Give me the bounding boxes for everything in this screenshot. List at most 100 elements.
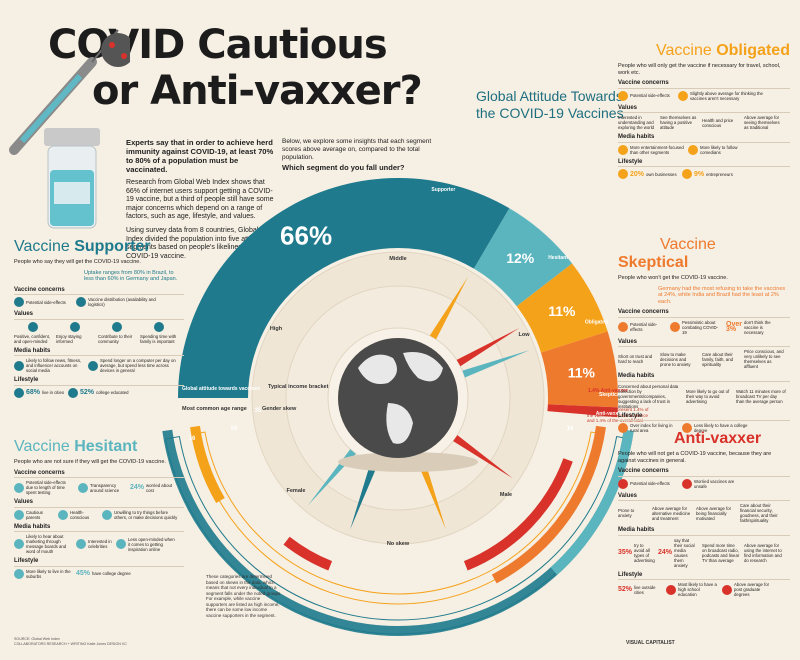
entrepreneur-icon	[682, 169, 692, 179]
list-item-text: Slow to make decisions and prone to anxi…	[660, 351, 691, 367]
global-attitude-label: Global attitude towards vaccines	[182, 386, 260, 392]
media-pct: 35%	[618, 549, 633, 556]
list-item-text: college educated	[96, 390, 129, 395]
axis-label: Female	[287, 488, 306, 494]
distribution-icon	[76, 297, 86, 307]
axis-label: High	[270, 326, 283, 332]
axis-label: Typical income bracket	[268, 384, 329, 390]
footer-source: SOURCE: Global Web Index	[14, 637, 60, 641]
panel-hesitant-heading-pre: Vaccine	[14, 438, 75, 455]
slice-value-label: 66%	[280, 220, 332, 250]
page-subtitle: Global Attitude Towards the COVID-19 Vac…	[476, 88, 624, 122]
below-intro-question: Which segment do you fall under?	[282, 163, 405, 172]
list-item-text: Spend longer on a computer per day on av…	[100, 358, 176, 373]
list-item: 20% own businesses	[618, 169, 678, 179]
panel-skeptical-lifestyle-label: Lifestyle	[618, 413, 790, 421]
below-intro: Below, we explore some insights that eac…	[282, 138, 452, 172]
computer-icon	[88, 360, 98, 371]
list-item-text: Price conscious, and very unlikely to se…	[744, 349, 784, 369]
entertainment-icon	[618, 144, 628, 155]
lifestyle-pct: 52%	[80, 389, 95, 396]
panel-skeptical-values-label: Values	[618, 339, 790, 347]
panel-hesitant-concerns-label: Vaccine concerns	[14, 470, 184, 478]
axis-label: Male	[500, 492, 512, 498]
graduation-icon	[682, 423, 692, 433]
panel-supporter-note: Uptake ranges from 80% in Brazil, to les…	[84, 269, 178, 283]
age-range-label: 16	[567, 426, 574, 432]
list-item: Potential side-effects	[618, 478, 678, 489]
list-item: Slow to make decisions and prone to anxi…	[660, 349, 698, 369]
concern-icon	[14, 297, 24, 307]
list-item: Above average for alternative medicine a…	[652, 503, 692, 523]
list-item-text: Contribute to their community	[98, 333, 133, 344]
slice-category-label: Skeptical	[599, 392, 622, 398]
intro-text: Experts say that in order to achieve her…	[126, 138, 278, 266]
message-icon	[14, 539, 24, 549]
list-item: Spending time with family is important	[140, 321, 178, 344]
house-icon	[14, 568, 24, 579]
list-item-text: Potential side-effects	[630, 93, 670, 98]
list-item-text: Care about their family, faith, and spir…	[702, 351, 733, 367]
slice-category-label: Hesitant	[548, 255, 568, 261]
list-item: Slightly above average for thinking the …	[678, 90, 774, 101]
list-item: More likely to live in the suburbs	[14, 568, 72, 579]
lifestyle-pct: 68%	[26, 389, 41, 396]
list-item-text: Unwilling to try things before others, o…	[114, 509, 178, 520]
panel-hesitant-desc: People who are not sure if they will get…	[14, 459, 166, 465]
value-icon	[112, 321, 122, 332]
list-item-text: Less open-minded when it comes to gettin…	[128, 536, 175, 552]
panel-supporter-values-label: Values	[14, 311, 184, 320]
list-item-text: have college degree	[92, 571, 131, 576]
axis-label: Gender skew	[262, 406, 297, 412]
pointer-spike	[462, 350, 530, 378]
concern-icon	[618, 90, 628, 101]
media-pct: 24%	[658, 549, 673, 556]
list-item: Potential side-effects due to length of …	[14, 480, 74, 495]
list-item: Most likely to have a high school educat…	[666, 582, 718, 597]
list-item: Above average for being financially moti…	[696, 503, 736, 523]
list-item: Likely to hear about marketing through m…	[14, 534, 72, 554]
list-item: 52% college educated	[68, 387, 138, 398]
intro-paragraph-3: Using survey data from 8 countries, Glob…	[126, 226, 275, 260]
list-item-text: Above average for post graduate degrees	[734, 582, 770, 597]
subtitle-line-2: the COVID-19 Vaccines	[476, 105, 624, 121]
skew-note: These categories are determined based on…	[206, 574, 282, 618]
business-icon	[618, 169, 628, 179]
list-item: More likely to go out of their way to av…	[686, 384, 732, 409]
list-item: Interested in celebrities	[76, 534, 112, 554]
slice-antivaxxer	[547, 404, 618, 418]
lifestyle-pct: 45%	[76, 570, 91, 577]
rural-icon	[618, 423, 628, 433]
list-item-text: own businesses	[646, 171, 677, 177]
value-icon	[70, 321, 80, 332]
list-item-text: Enjoy staying informed	[56, 333, 82, 344]
lifestyle-pct: 20%	[630, 170, 645, 178]
list-item-text: More likely to follow comedians	[700, 144, 738, 155]
axis-label: Low	[519, 332, 531, 338]
list-item-text: Vaccine distribution (availability and l…	[88, 297, 156, 307]
list-item: Above average for seeing themselves as t…	[744, 115, 784, 130]
list-item-text: Interested in understanding and explorin…	[618, 115, 655, 130]
list-item: Care about their financial security, goo…	[740, 503, 786, 523]
panel-skeptical-heading-bold: Skeptical	[618, 254, 689, 271]
list-item: See themselves as having a positive atti…	[660, 115, 698, 130]
decision-icon	[102, 509, 112, 520]
list-item-text: Cautious parents	[26, 509, 43, 520]
age-range-label: 35	[255, 408, 262, 414]
list-item-text: Above average for using the internet to …	[744, 542, 782, 563]
list-item-text: Care about their financial security, goo…	[740, 503, 778, 523]
list-item-text: Above average for seeing themselves as t…	[744, 115, 780, 130]
panel-supporter-heading-pre: Vaccine	[14, 238, 75, 255]
subtitle-line-1: Global Attitude Towards	[476, 88, 623, 104]
panel-skeptical-heading: Vaccine Skeptical	[618, 236, 790, 272]
list-item: Spend more time on broadcast radio, podc…	[702, 538, 740, 568]
concern-pct: 24%	[130, 484, 145, 491]
panel-supporter-heading: Vaccine Supporter	[14, 238, 184, 256]
panel-skeptical-heading-pre: Vaccine	[660, 236, 716, 253]
list-item: Contribute to their community	[98, 321, 136, 344]
lifestyle-pct: 9%	[694, 170, 705, 178]
list-item: 24% say that their social media causes th…	[658, 538, 698, 568]
list-item: More entertainment-focused than other se…	[618, 144, 684, 155]
comedian-icon	[688, 144, 698, 155]
